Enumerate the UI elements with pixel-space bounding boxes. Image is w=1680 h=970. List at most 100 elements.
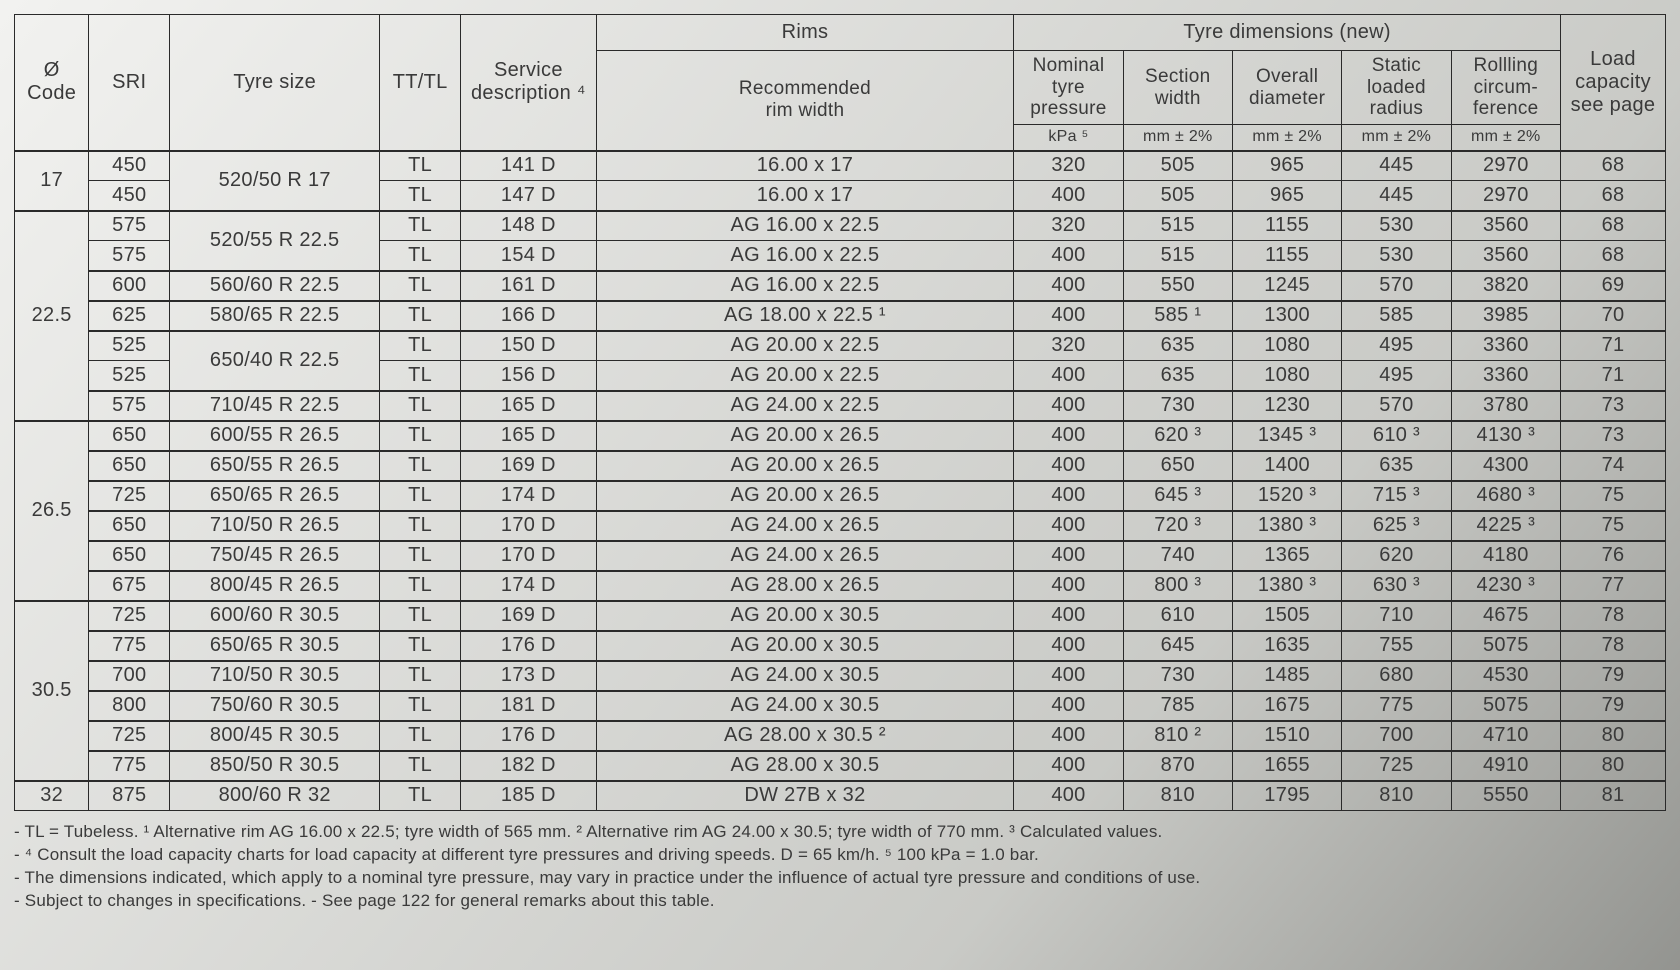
- cell-od: 1655: [1232, 751, 1341, 781]
- cell-svc: 150 D: [461, 331, 597, 361]
- cell-rc: 4680 ³: [1451, 481, 1560, 511]
- cell-od: 1400: [1232, 451, 1341, 481]
- cell-tttl: TL: [380, 541, 461, 571]
- cell-rim: AG 16.00 x 22.5: [596, 271, 1014, 301]
- cell-rc: 4225 ³: [1451, 511, 1560, 541]
- footnote-line: ⁴ Consult the load capacity charts for l…: [14, 844, 1666, 867]
- cell-tttl: TL: [380, 421, 461, 451]
- col-tyre: Tyre size: [170, 15, 380, 151]
- cell-tyre: 800/45 R 30.5: [170, 721, 380, 751]
- cell-ntp: 400: [1014, 691, 1123, 721]
- cell-sri: 650: [89, 421, 170, 451]
- cell-code: 26.5: [15, 421, 89, 601]
- cell-rim: AG 20.00 x 26.5: [596, 481, 1014, 511]
- cell-slr: 495: [1342, 361, 1451, 391]
- cell-svc: 148 D: [461, 211, 597, 241]
- cell-sri: 575: [89, 391, 170, 421]
- cell-svc: 170 D: [461, 541, 597, 571]
- cell-svc: 185 D: [461, 781, 597, 811]
- col-code: ØCode: [15, 15, 89, 151]
- cell-tyre: 650/40 R 22.5: [170, 331, 380, 391]
- cell-ntp: 400: [1014, 631, 1123, 661]
- cell-tyre: 560/60 R 22.5: [170, 271, 380, 301]
- cell-sri: 450: [89, 181, 170, 211]
- cell-od: 1245: [1232, 271, 1341, 301]
- cell-tttl: TL: [380, 301, 461, 331]
- cell-slr: 570: [1342, 271, 1451, 301]
- col-sri: SRI: [89, 15, 170, 151]
- cell-ntp: 400: [1014, 781, 1123, 811]
- cell-od: 1365: [1232, 541, 1341, 571]
- cell-svc: 169 D: [461, 601, 597, 631]
- cell-svc: 165 D: [461, 391, 597, 421]
- footnotes: TL = Tubeless. ¹ Alternative rim AG 16.0…: [14, 821, 1666, 913]
- cell-load: 80: [1560, 721, 1665, 751]
- cell-svc: 147 D: [461, 181, 597, 211]
- cell-sri: 675: [89, 571, 170, 601]
- cell-svc: 169 D: [461, 451, 597, 481]
- cell-sw: 550: [1123, 271, 1232, 301]
- cell-rc: 4910: [1451, 751, 1560, 781]
- cell-sw: 505: [1123, 181, 1232, 211]
- cell-od: 1155: [1232, 211, 1341, 241]
- cell-rc: 4300: [1451, 451, 1560, 481]
- unit-rc: mm ± 2%: [1451, 125, 1560, 151]
- cell-sw: 810 ²: [1123, 721, 1232, 751]
- cell-od: 1345 ³: [1232, 421, 1341, 451]
- cell-ntp: 400: [1014, 721, 1123, 751]
- cell-load: 68: [1560, 181, 1665, 211]
- cell-load: 69: [1560, 271, 1665, 301]
- cell-sri: 575: [89, 211, 170, 241]
- cell-load: 75: [1560, 511, 1665, 541]
- cell-sri: 525: [89, 331, 170, 361]
- cell-svc: 154 D: [461, 241, 597, 271]
- cell-rim: AG 16.00 x 22.5: [596, 211, 1014, 241]
- cell-code: 30.5: [15, 601, 89, 781]
- cell-tyre: 800/45 R 26.5: [170, 571, 380, 601]
- cell-load: 74: [1560, 451, 1665, 481]
- cell-od: 1080: [1232, 361, 1341, 391]
- table-row: 32875800/60 R 32TL185 DDW 27B x 32400810…: [15, 781, 1666, 811]
- table-row: 775650/65 R 30.5TL176 DAG 20.00 x 30.540…: [15, 631, 1666, 661]
- col-slr: Staticloadedradius: [1342, 51, 1451, 125]
- cell-rim: AG 20.00 x 22.5: [596, 361, 1014, 391]
- cell-sw: 650: [1123, 451, 1232, 481]
- cell-load: 80: [1560, 751, 1665, 781]
- cell-tyre: 580/65 R 22.5: [170, 301, 380, 331]
- cell-rc: 4675: [1451, 601, 1560, 631]
- cell-svc: 141 D: [461, 151, 597, 181]
- cell-slr: 610 ³: [1342, 421, 1451, 451]
- cell-slr: 625 ³: [1342, 511, 1451, 541]
- cell-svc: 181 D: [461, 691, 597, 721]
- table-header: ØCode SRI Tyre size TT/TL Servicedescrip…: [15, 15, 1666, 151]
- col-tttl: TT/TL: [380, 15, 461, 151]
- cell-svc: 176 D: [461, 631, 597, 661]
- cell-rim: AG 24.00 x 30.5: [596, 661, 1014, 691]
- cell-rc: 2970: [1451, 181, 1560, 211]
- cell-rc: 3560: [1451, 211, 1560, 241]
- cell-ntp: 400: [1014, 451, 1123, 481]
- table-row: 625580/65 R 22.5TL166 DAG 18.00 x 22.5 ¹…: [15, 301, 1666, 331]
- cell-sw: 620 ³: [1123, 421, 1232, 451]
- cell-rc: 4230 ³: [1451, 571, 1560, 601]
- table-row: 800750/60 R 30.5TL181 DAG 24.00 x 30.540…: [15, 691, 1666, 721]
- cell-load: 78: [1560, 631, 1665, 661]
- cell-svc: 156 D: [461, 361, 597, 391]
- cell-rc: 4710: [1451, 721, 1560, 751]
- table-row: 725650/65 R 26.5TL174 DAG 20.00 x 26.540…: [15, 481, 1666, 511]
- cell-rc: 5075: [1451, 691, 1560, 721]
- cell-ntp: 320: [1014, 211, 1123, 241]
- cell-tttl: TL: [380, 181, 461, 211]
- cell-load: 78: [1560, 601, 1665, 631]
- cell-od: 1485: [1232, 661, 1341, 691]
- cell-rim: AG 20.00 x 30.5: [596, 631, 1014, 661]
- cell-sri: 625: [89, 301, 170, 331]
- cell-sri: 525: [89, 361, 170, 391]
- cell-slr: 570: [1342, 391, 1451, 421]
- cell-sw: 870: [1123, 751, 1232, 781]
- cell-ntp: 400: [1014, 601, 1123, 631]
- cell-tyre: 650/65 R 30.5: [170, 631, 380, 661]
- cell-sri: 775: [89, 751, 170, 781]
- cell-load: 71: [1560, 361, 1665, 391]
- cell-od: 1675: [1232, 691, 1341, 721]
